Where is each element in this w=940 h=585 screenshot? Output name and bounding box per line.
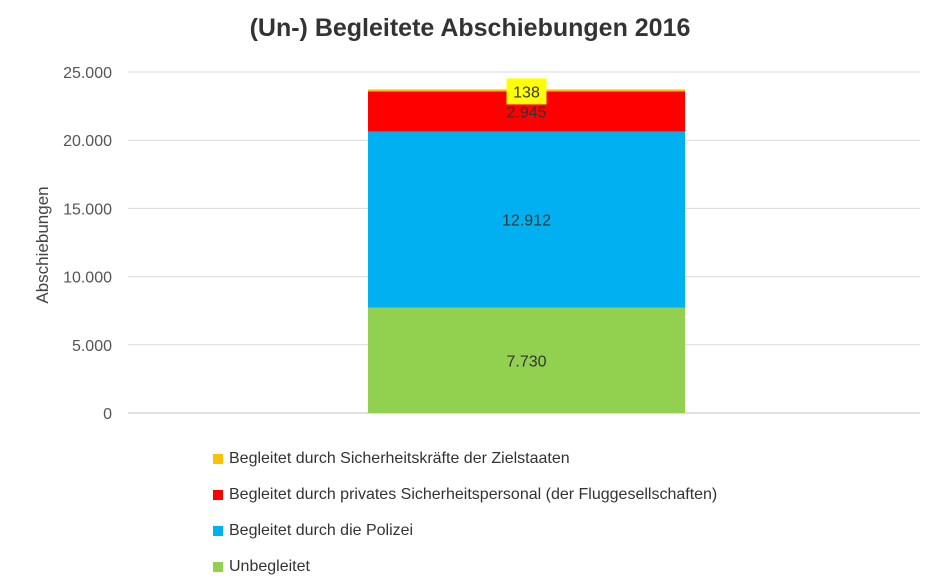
data-label-highlight xyxy=(506,78,547,105)
y-tick-label: 5.000 xyxy=(72,338,112,355)
legend-swatch xyxy=(213,526,223,536)
data-labels: 2.945 12.912 7.730 138 xyxy=(502,78,551,370)
bar-stack xyxy=(368,89,685,413)
legend-item: Begleitet durch privates Sicherheitspers… xyxy=(213,477,717,513)
data-label: 12.912 xyxy=(502,213,551,230)
data-label: 2.945 xyxy=(506,104,546,121)
legend-swatch xyxy=(213,454,223,464)
legend-item: Begleitet durch die Polizei xyxy=(213,513,717,549)
legend-item: Begleitet durch Sicherheitskräfte der Zi… xyxy=(213,441,717,477)
legend-label: Begleitet durch die Polizei xyxy=(229,522,414,539)
chart-plot: 2.945 12.912 7.730 138 0 5.000 10.000 15.000 20… xyxy=(33,65,920,423)
y-tick-label: 15.000 xyxy=(63,201,112,218)
y-tick-label: 10.000 xyxy=(63,270,112,287)
legend-label: Unbegleitet xyxy=(229,558,310,575)
y-tick-label: 0 xyxy=(103,406,112,423)
bar-segment xyxy=(368,307,685,413)
y-axis-ticks: 0 5.000 10.000 15.000 20.000 25.000 xyxy=(63,65,112,423)
chart-legend: Begleitet durch Sicherheitskräfte der Zi… xyxy=(213,441,717,585)
legend-label: Begleitet durch privates Sicherheitspers… xyxy=(229,486,718,503)
y-tick-label: 20.000 xyxy=(63,133,112,150)
legend-swatch xyxy=(213,562,223,572)
legend-swatch xyxy=(213,490,223,500)
data-label: 7.730 xyxy=(506,353,546,370)
data-label: 138 xyxy=(513,84,540,101)
y-axis-label: Abschiebungen xyxy=(33,186,52,303)
y-tick-label: 25.000 xyxy=(63,65,112,82)
legend-item: Unbegleitet xyxy=(213,549,717,585)
bar-segment xyxy=(368,131,685,308)
chart-title: (Un-) Begleitete Abschiebungen 2016 xyxy=(249,14,691,42)
legend-label: Begleitet durch Sicherheitskräfte der Zi… xyxy=(229,450,570,467)
